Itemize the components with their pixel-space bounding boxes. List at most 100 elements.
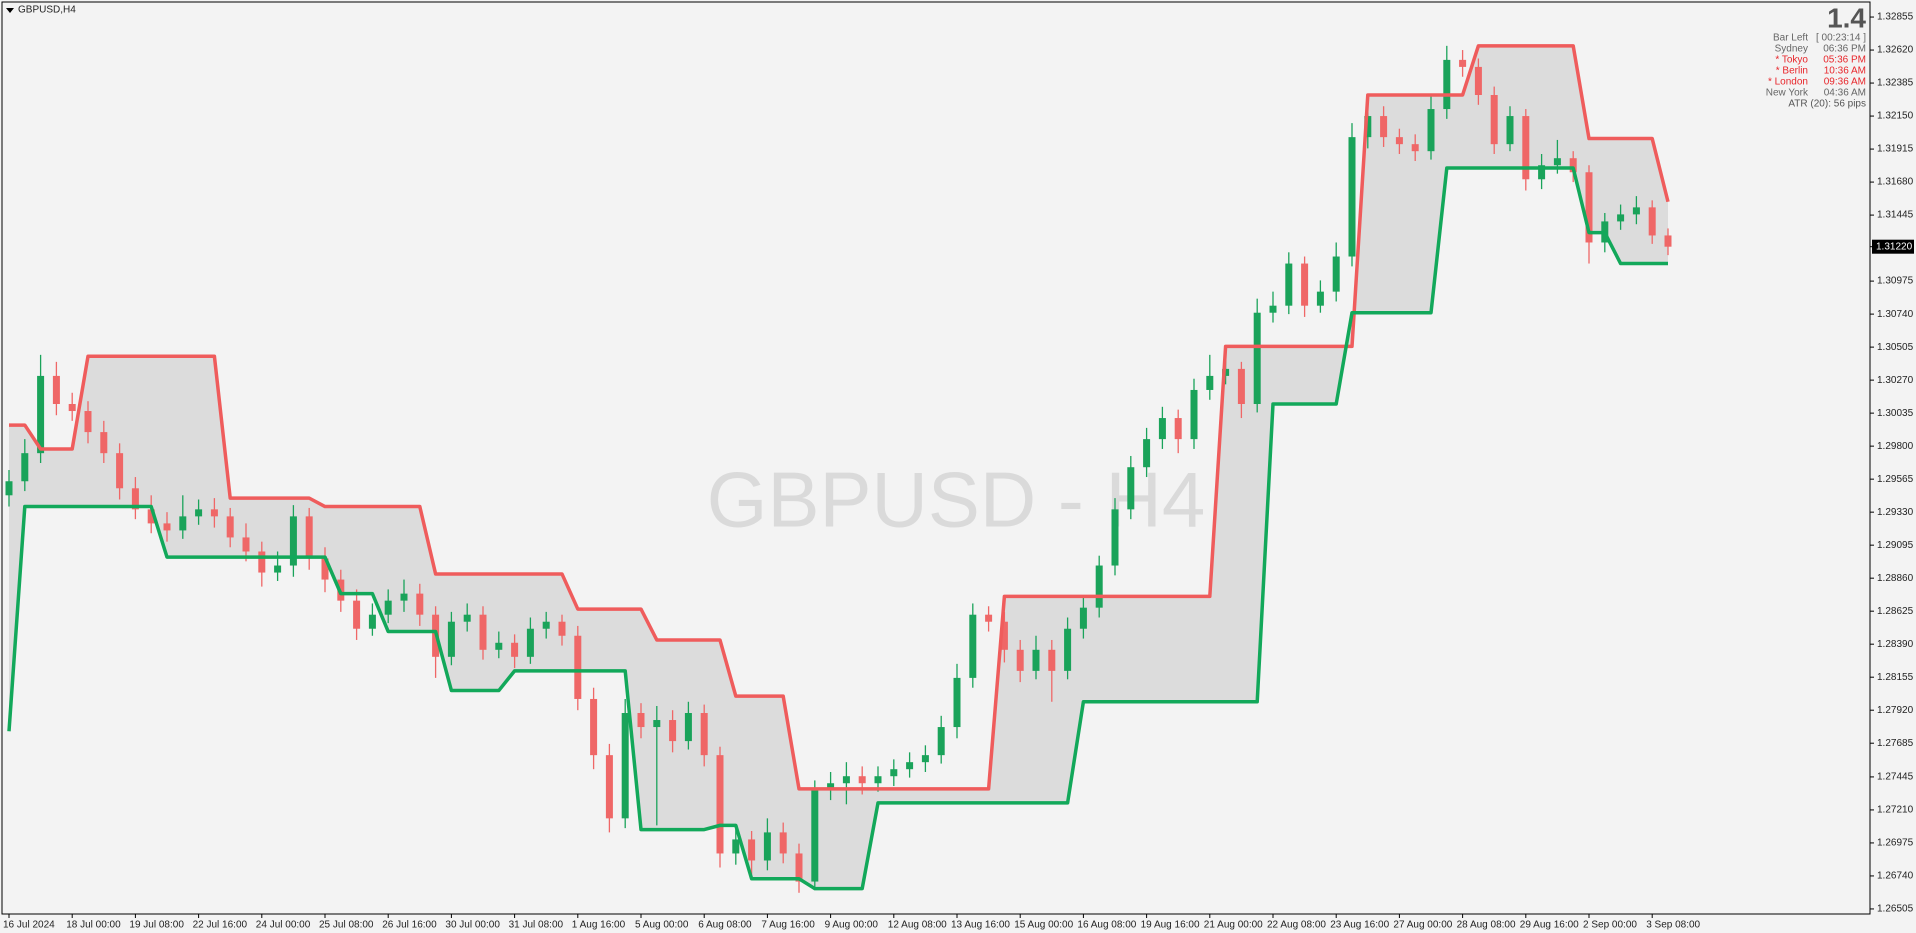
y-tick-label: 1.26740 bbox=[1877, 871, 1914, 882]
candle-body bbox=[1411, 144, 1419, 152]
candle-body bbox=[100, 432, 108, 454]
y-tick-label: 1.31680 bbox=[1877, 177, 1914, 188]
candle-body bbox=[542, 621, 550, 629]
y-tick-label: 1.32620 bbox=[1877, 45, 1914, 56]
candle-body bbox=[1285, 263, 1293, 306]
y-tick-label: 1.27920 bbox=[1877, 705, 1914, 716]
candle-body bbox=[1079, 607, 1087, 629]
y-tick-label: 1.28625 bbox=[1877, 606, 1914, 617]
candle-body bbox=[147, 509, 155, 524]
candle-body bbox=[637, 713, 645, 728]
channel-fill bbox=[9, 45, 1668, 889]
y-tick-label: 1.29565 bbox=[1877, 474, 1914, 485]
y-tick-label: 1.32385 bbox=[1877, 78, 1914, 89]
candle-body bbox=[1664, 235, 1672, 247]
x-tick-label: 12 Aug 08:00 bbox=[888, 920, 947, 931]
x-tick-label: 1 Aug 16:00 bbox=[572, 920, 626, 931]
candle-body bbox=[1269, 305, 1277, 313]
candle-body bbox=[116, 453, 124, 489]
candle-body bbox=[1538, 165, 1546, 180]
candle-body bbox=[1190, 389, 1198, 440]
candle-body bbox=[748, 839, 756, 861]
info-name: * London bbox=[1768, 77, 1808, 88]
candle-body bbox=[1127, 467, 1135, 510]
candle-body bbox=[368, 614, 376, 629]
atr: ATR (20): 56 pips bbox=[1788, 99, 1866, 110]
x-tick-label: 3 Sep 08:00 bbox=[1646, 920, 1700, 931]
candle-body bbox=[653, 720, 661, 728]
candle-body bbox=[1000, 621, 1008, 650]
candle-body bbox=[1427, 109, 1435, 152]
candle-body bbox=[258, 551, 266, 573]
info-time: [ 00:23:14 ] bbox=[1816, 33, 1866, 44]
candle-body bbox=[1064, 628, 1072, 671]
x-tick-label: 16 Jul 2024 bbox=[3, 920, 55, 931]
candle-body bbox=[289, 516, 297, 566]
candle-body bbox=[1585, 172, 1593, 243]
upper-band-line bbox=[9, 44, 1670, 791]
candle-body bbox=[37, 375, 45, 454]
spread: 1.4 bbox=[1827, 2, 1866, 33]
y-tick-label: 1.26975 bbox=[1877, 838, 1914, 849]
y-tick-label: 1.30270 bbox=[1877, 375, 1914, 386]
x-tick-label: 16 Aug 08:00 bbox=[1077, 920, 1136, 931]
candle-body bbox=[1474, 66, 1482, 95]
candle-body bbox=[1632, 207, 1640, 215]
candle-body bbox=[495, 642, 503, 650]
candle-body bbox=[1648, 207, 1656, 236]
candle-body bbox=[574, 635, 582, 699]
candle-body bbox=[305, 516, 313, 559]
candle-body bbox=[321, 558, 329, 580]
x-tick-label: 30 Jul 00:00 bbox=[445, 920, 500, 931]
lower-band-line bbox=[7, 166, 1668, 891]
candle-body bbox=[621, 713, 629, 819]
candle-body bbox=[1253, 312, 1261, 405]
x-tick-label: 25 Jul 08:00 bbox=[319, 920, 374, 931]
candle-body bbox=[858, 776, 866, 784]
candle-body bbox=[827, 783, 835, 791]
y-tick-label: 1.31915 bbox=[1877, 144, 1914, 155]
info-name: * Berlin bbox=[1776, 66, 1808, 77]
candle-body bbox=[163, 523, 171, 531]
candle-body bbox=[1237, 368, 1245, 405]
y-tick-label: 1.32855 bbox=[1877, 12, 1914, 23]
candle-body bbox=[811, 790, 819, 882]
x-tick-label: 22 Jul 16:00 bbox=[193, 920, 248, 931]
y-tick-label: 1.29800 bbox=[1877, 441, 1914, 452]
candle-body bbox=[1506, 116, 1514, 145]
candle-body bbox=[5, 481, 13, 496]
y-tick-label: 1.28390 bbox=[1877, 639, 1914, 650]
candle-body bbox=[669, 720, 677, 742]
y-tick-label: 1.29330 bbox=[1877, 507, 1914, 518]
y-tick-label: 1.28155 bbox=[1877, 672, 1914, 683]
y-tick-label: 1.30740 bbox=[1877, 309, 1914, 320]
candle-body bbox=[52, 375, 60, 405]
candle-body bbox=[526, 628, 534, 657]
candle-body bbox=[1095, 565, 1103, 608]
candle-body bbox=[84, 411, 92, 433]
x-tick-label: 2 Sep 00:00 bbox=[1583, 920, 1637, 931]
plot-area bbox=[5, 44, 1672, 893]
candle-body bbox=[906, 762, 914, 770]
x-tick-label: 21 Aug 00:00 bbox=[1204, 920, 1263, 931]
y-tick-label: 1.32150 bbox=[1877, 111, 1914, 122]
candle-body bbox=[590, 698, 598, 756]
bid-label-bg bbox=[1872, 239, 1914, 254]
info-name: * Tokyo bbox=[1775, 55, 1808, 66]
candle-body bbox=[195, 509, 203, 517]
candle-body bbox=[274, 565, 282, 573]
candle-body bbox=[1364, 116, 1372, 138]
x-tick-label: 22 Aug 08:00 bbox=[1267, 920, 1326, 931]
candle-body bbox=[210, 509, 218, 517]
candle-body bbox=[226, 516, 234, 538]
info-name: Sydney bbox=[1775, 44, 1808, 55]
candle-body bbox=[700, 713, 708, 756]
candle-body bbox=[1301, 263, 1309, 306]
candle-body bbox=[179, 516, 187, 531]
candle-body bbox=[795, 853, 803, 882]
candle-body bbox=[1459, 59, 1467, 67]
y-tick-label: 1.27445 bbox=[1877, 772, 1914, 783]
menu-arrow[interactable] bbox=[6, 8, 14, 13]
x-tick-label: 18 Jul 00:00 bbox=[66, 920, 121, 931]
